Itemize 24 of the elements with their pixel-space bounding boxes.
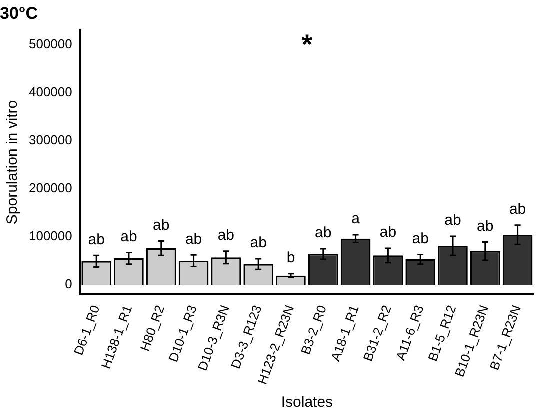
annotation: ab bbox=[120, 228, 138, 246]
annotation: ab bbox=[153, 216, 170, 234]
annotation: ab bbox=[250, 234, 267, 252]
y-tick-label: 0 bbox=[65, 276, 72, 292]
annotation: ab bbox=[218, 226, 235, 244]
annotation: * bbox=[302, 29, 313, 60]
annotation: ab bbox=[88, 231, 105, 248]
annotation: ab bbox=[380, 224, 397, 242]
annotation: ab bbox=[315, 224, 332, 242]
y-tick-label: 100000 bbox=[28, 228, 72, 244]
annotation: ab bbox=[477, 218, 494, 235]
y-tick-label: 200000 bbox=[28, 180, 72, 196]
y-tick-label: 300000 bbox=[28, 132, 72, 148]
y-tick-label: 400000 bbox=[28, 84, 72, 100]
annotation: ab bbox=[412, 230, 429, 248]
annotation: ab bbox=[185, 230, 202, 248]
annotation: b bbox=[286, 250, 296, 267]
y-axis-title: Sporulation in vitro bbox=[4, 100, 22, 225]
chart-title: 30°C bbox=[0, 4, 38, 23]
annotation: ab bbox=[509, 201, 526, 218]
x-axis-title: Isolates bbox=[281, 394, 334, 412]
y-tick-label: 500000 bbox=[28, 36, 72, 52]
annotation: ab bbox=[444, 212, 462, 230]
annotation: a bbox=[352, 210, 361, 228]
